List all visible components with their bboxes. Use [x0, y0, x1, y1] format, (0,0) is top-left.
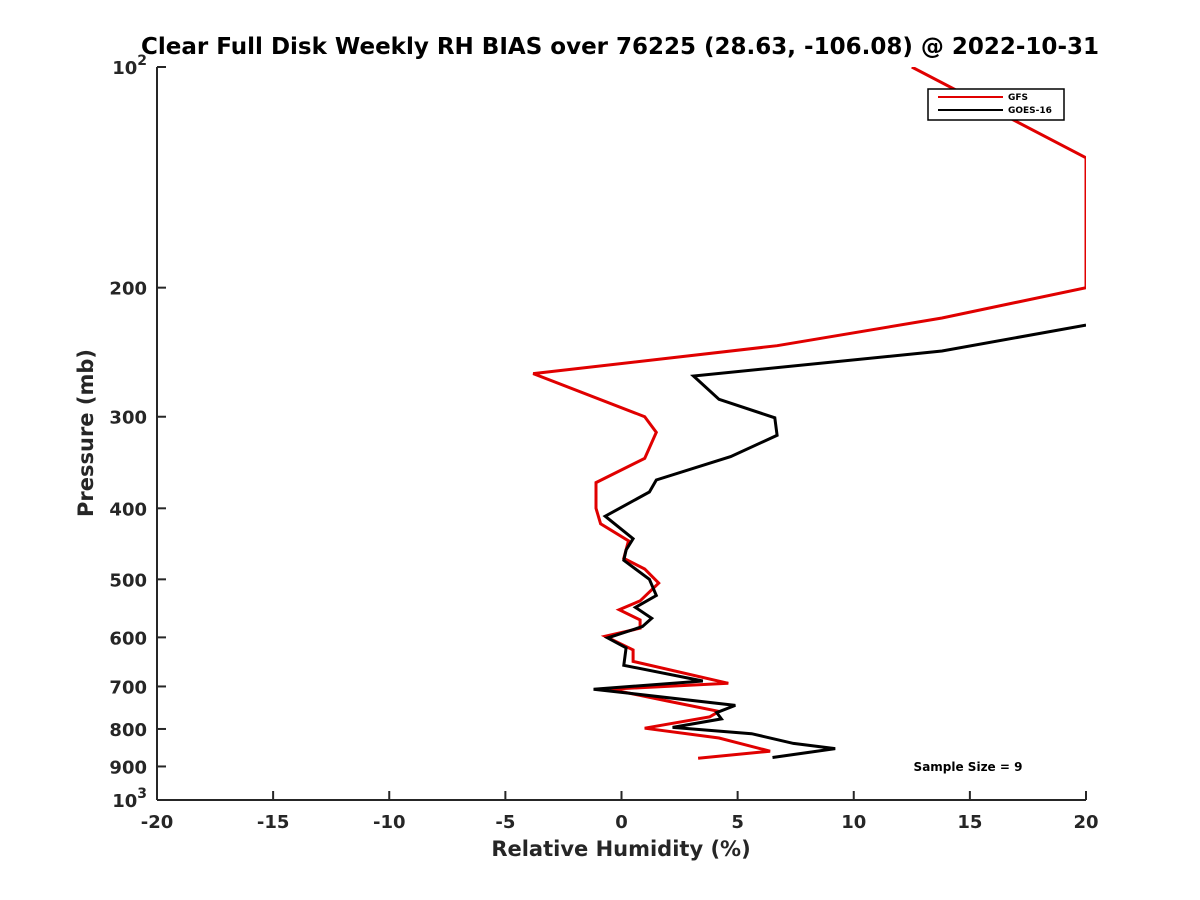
- x-tick-label: 20: [1073, 812, 1098, 833]
- x-tick-label: -5: [495, 812, 515, 833]
- y-tick-label: 200: [109, 279, 147, 300]
- x-tick-label: 10: [841, 812, 866, 833]
- legend-label-goes16: GOES-16: [1008, 106, 1052, 116]
- x-tick-label: 0: [615, 812, 628, 833]
- y-tick-label: 800: [109, 720, 147, 741]
- ticks-layer: -20 -15 -10 -5 0 5 10 15 20 102 200 300 400 500 600 700…: [109, 53, 1098, 833]
- y-tick-label: 103: [112, 786, 147, 812]
- x-tick-label: 15: [957, 812, 982, 833]
- y-tick-label: 400: [109, 499, 147, 520]
- y-tick-label: 600: [109, 628, 147, 649]
- plot-area: -20 -15 -10 -5 0 5 10 15 20 102 200 300 400 500 600 700…: [109, 53, 1098, 833]
- chart-title: Clear Full Disk Weekly RH BIAS over 7622…: [141, 34, 1099, 60]
- sample-size-annotation: Sample Size = 9: [914, 760, 1023, 774]
- series-layer: [532, 67, 1086, 760]
- x-tick-label: -15: [257, 812, 290, 833]
- x-tick-label: -20: [141, 812, 174, 833]
- series-line-goes16: [593, 323, 1086, 759]
- y-tick-label: 900: [109, 757, 147, 778]
- y-tick-label: 102: [112, 53, 147, 79]
- y-tick-label: 300: [109, 408, 147, 429]
- y-axis-label: Pressure (mb): [74, 349, 98, 517]
- y-tick-label: 700: [109, 677, 147, 698]
- y-tick-label: 500: [109, 570, 147, 591]
- x-tick-label: -10: [373, 812, 406, 833]
- legend-label-gfs: GFS: [1008, 93, 1028, 103]
- x-tick-label: 5: [731, 812, 744, 833]
- legend: GFS GOES-16: [927, 88, 1065, 121]
- series-line-gfs: [532, 67, 1086, 760]
- x-axis-label: Relative Humidity (%): [491, 837, 750, 861]
- legend-box: [927, 88, 1065, 121]
